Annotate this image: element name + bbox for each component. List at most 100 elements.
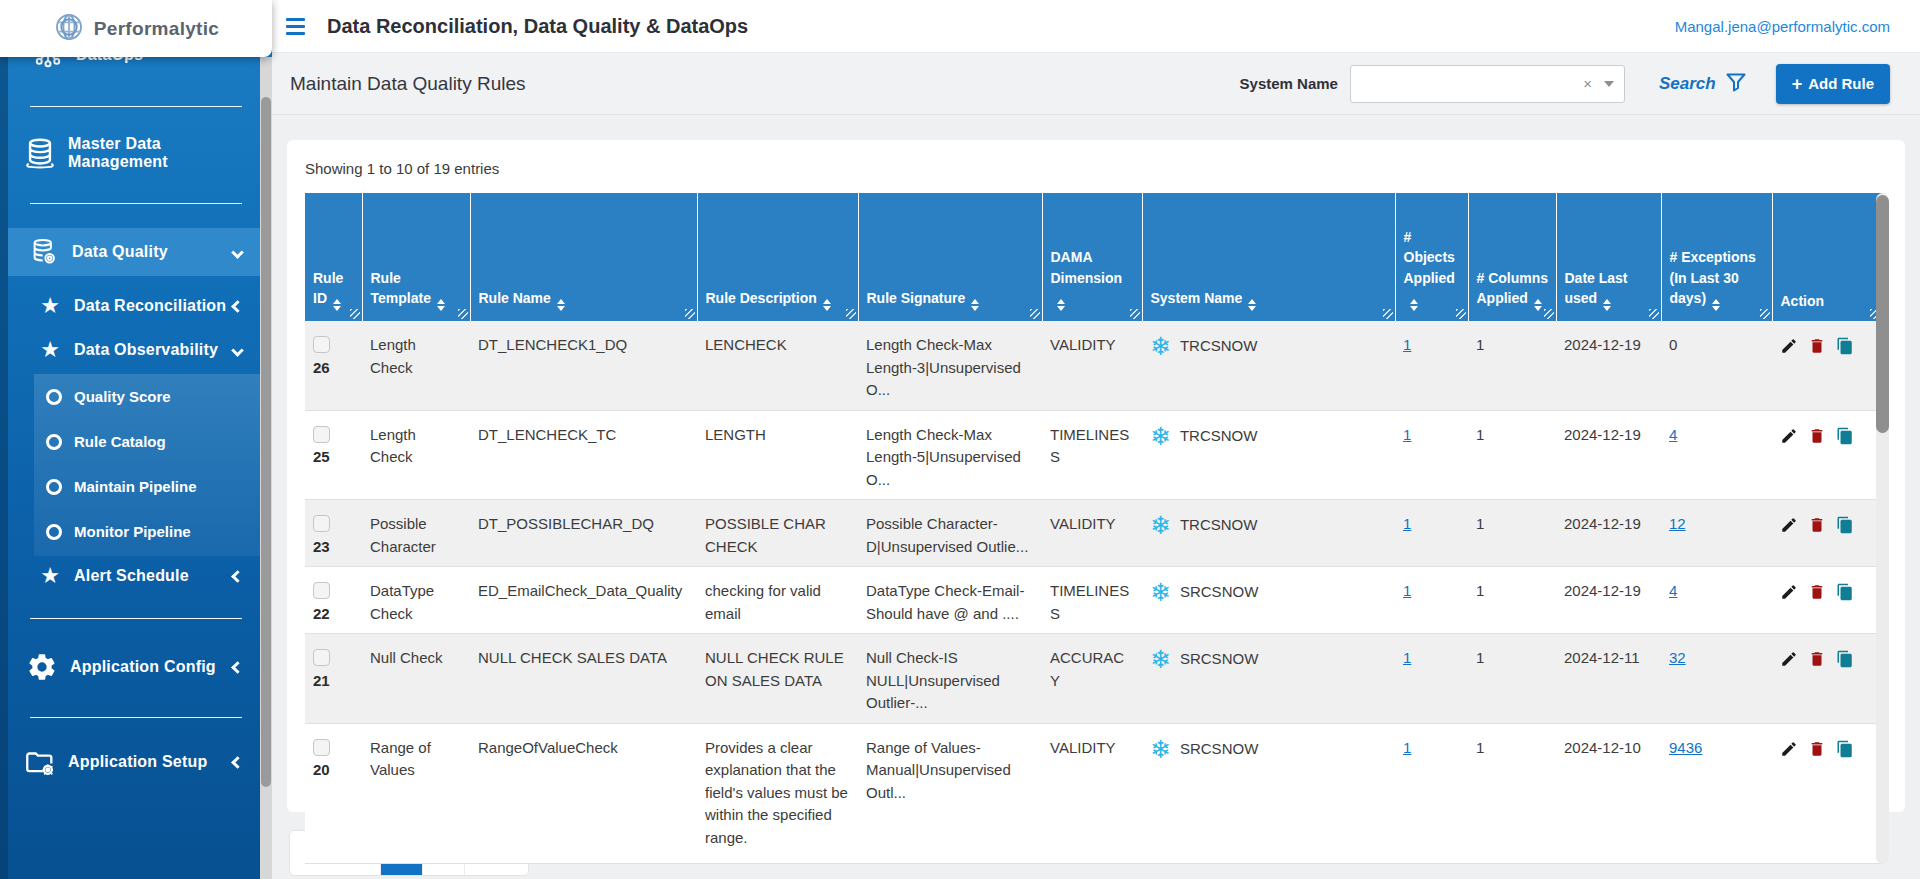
col-system-name[interactable]: System Name: [1142, 193, 1395, 321]
col-rule-name[interactable]: Rule Name: [470, 193, 697, 321]
clear-icon[interactable]: ×: [1583, 75, 1592, 92]
col-columns-applied[interactable]: # Columns Applied: [1468, 193, 1556, 321]
sidebar-item-rule-catalog[interactable]: Rule Catalog: [34, 419, 260, 464]
exceptions-link[interactable]: 32: [1669, 649, 1686, 666]
system-name-select[interactable]: ×: [1350, 65, 1625, 103]
objects-applied-link[interactable]: 1: [1403, 515, 1411, 532]
sidebar-item-application-setup[interactable]: Application Setup: [8, 727, 260, 797]
table-row: 26 Length Check DT_LENCHECK1_DQ LENCHECK…: [305, 321, 1882, 410]
copy-icon[interactable]: [1836, 650, 1854, 668]
sidebar-item-data-reconciliation[interactable]: ★ Data Reconciliation: [8, 284, 260, 328]
column-resize-handle[interactable]: [1030, 309, 1040, 319]
sort-icon: [1057, 299, 1065, 311]
row-checkbox[interactable]: [313, 649, 330, 666]
exceptions-link[interactable]: 4: [1669, 426, 1677, 443]
edit-pencil-icon[interactable]: [1780, 650, 1798, 668]
sidebar-item-maintain-pipeline[interactable]: Maintain Pipeline: [34, 464, 260, 509]
column-resize-handle[interactable]: [685, 309, 695, 319]
copy-icon[interactable]: [1836, 516, 1854, 534]
rules-table: Rule ID Rule Template Rule Name Rule Des…: [305, 193, 1882, 864]
sidebar-item-data-quality[interactable]: Data Quality: [8, 228, 260, 276]
sidebar-item-data-observability[interactable]: ★ Data Observability: [8, 328, 260, 372]
col-rule-template[interactable]: Rule Template: [362, 193, 470, 321]
exceptions-link[interactable]: 4: [1669, 582, 1677, 599]
col-rule-description[interactable]: Rule Description: [697, 193, 858, 321]
exceptions-link[interactable]: 9436: [1669, 739, 1702, 756]
radio-circle-icon: [46, 434, 62, 450]
row-checkbox[interactable]: [313, 336, 330, 353]
column-resize-handle[interactable]: [1544, 309, 1554, 319]
copy-icon[interactable]: [1836, 427, 1854, 445]
objects-applied-link[interactable]: 1: [1403, 739, 1411, 756]
search-button[interactable]: Search: [1659, 70, 1748, 98]
brand-logo[interactable]: Performalytic: [0, 0, 272, 57]
rule-name: DT_POSSIBLECHAR_DQ: [470, 500, 697, 567]
sort-icon: [557, 299, 565, 311]
edit-pencil-icon[interactable]: [1780, 427, 1798, 445]
copy-icon[interactable]: [1836, 337, 1854, 355]
delete-trash-icon[interactable]: [1808, 337, 1826, 355]
objects-applied-link[interactable]: 1: [1403, 582, 1411, 599]
dama-dimension: ACCURACY: [1042, 634, 1142, 724]
system-name: SRCSNOW: [1180, 738, 1258, 761]
system-name: TRCSNOW: [1180, 425, 1258, 448]
user-email-link[interactable]: Mangal.jena@performalytic.com: [1675, 18, 1890, 35]
delete-trash-icon[interactable]: [1808, 650, 1826, 668]
sidebar-item-application-config[interactable]: Application Config: [8, 632, 260, 702]
col-objects-applied[interactable]: # Objects Applied: [1395, 193, 1468, 321]
copy-icon[interactable]: [1836, 740, 1854, 758]
objects-applied-link[interactable]: 1: [1403, 426, 1411, 443]
objects-applied-link[interactable]: 1: [1403, 336, 1411, 353]
copy-icon[interactable]: [1836, 583, 1854, 601]
table-container: Rule ID Rule Template Rule Name Rule Des…: [305, 193, 1889, 864]
sidebar-scrollbar[interactable]: [260, 57, 272, 879]
delete-trash-icon[interactable]: [1808, 583, 1826, 601]
snowflake-icon: ❄: [1150, 647, 1171, 672]
col-rule-id[interactable]: Rule ID: [305, 193, 362, 321]
exceptions-link[interactable]: 12: [1669, 515, 1686, 532]
column-resize-handle[interactable]: [1130, 309, 1140, 319]
delete-trash-icon[interactable]: [1808, 516, 1826, 534]
edit-pencil-icon[interactable]: [1780, 583, 1798, 601]
sidebar-left-rail: [0, 0, 8, 879]
row-checkbox[interactable]: [313, 739, 330, 756]
column-resize-handle[interactable]: [1649, 309, 1659, 319]
column-resize-handle[interactable]: [1456, 309, 1466, 319]
table-row: 25 Length Check DT_LENCHECK_TC LENGTH Le…: [305, 410, 1882, 500]
sidebar-item-monitor-pipeline[interactable]: Monitor Pipeline: [34, 509, 260, 554]
column-resize-handle[interactable]: [350, 309, 360, 319]
table-scrollbar-thumb[interactable]: [1876, 195, 1889, 433]
add-rule-button[interactable]: + Add Rule: [1776, 64, 1890, 104]
rule-template: Range of Values: [362, 723, 470, 863]
hamburger-menu-icon[interactable]: [286, 18, 305, 35]
add-rule-label: Add Rule: [1808, 75, 1874, 92]
col-dama-dimension[interactable]: DAMA Dimension: [1042, 193, 1142, 321]
row-checkbox[interactable]: [313, 515, 330, 532]
table-row: 20 Range of Values RangeOfValueCheck Pro…: [305, 723, 1882, 863]
column-resize-handle[interactable]: [1760, 309, 1770, 319]
column-resize-handle[interactable]: [846, 309, 856, 319]
app-title: Data Reconciliation, Data Quality & Data…: [327, 15, 748, 38]
column-resize-handle[interactable]: [1383, 309, 1393, 319]
delete-trash-icon[interactable]: [1808, 427, 1826, 445]
sort-icon: [1534, 299, 1542, 311]
objects-applied-link[interactable]: 1: [1403, 649, 1411, 666]
sidebar-item-master-data-management[interactable]: Master Data Management: [8, 118, 260, 188]
table-scrollbar[interactable]: [1876, 193, 1889, 864]
edit-pencil-icon[interactable]: [1780, 740, 1798, 758]
sidebar-scrollbar-thumb[interactable]: [261, 97, 271, 787]
col-exceptions[interactable]: # Exceptions (In Last 30 days): [1661, 193, 1772, 321]
edit-pencil-icon[interactable]: [1780, 516, 1798, 534]
sidebar-item-alert-schedule[interactable]: ★ Alert Schedule: [8, 556, 260, 596]
row-checkbox[interactable]: [313, 582, 330, 599]
delete-trash-icon[interactable]: [1808, 740, 1826, 758]
sort-icon: [1712, 299, 1720, 311]
row-checkbox[interactable]: [313, 426, 330, 443]
edit-pencil-icon[interactable]: [1780, 337, 1798, 355]
rule-description: LENCHECK: [697, 321, 858, 410]
columns-applied: 1: [1468, 723, 1556, 863]
col-date-last-used[interactable]: Date Last used: [1556, 193, 1661, 321]
col-rule-signature[interactable]: Rule Signature: [858, 193, 1042, 321]
sidebar-item-quality-score[interactable]: Quality Score: [34, 374, 260, 419]
column-resize-handle[interactable]: [458, 309, 468, 319]
